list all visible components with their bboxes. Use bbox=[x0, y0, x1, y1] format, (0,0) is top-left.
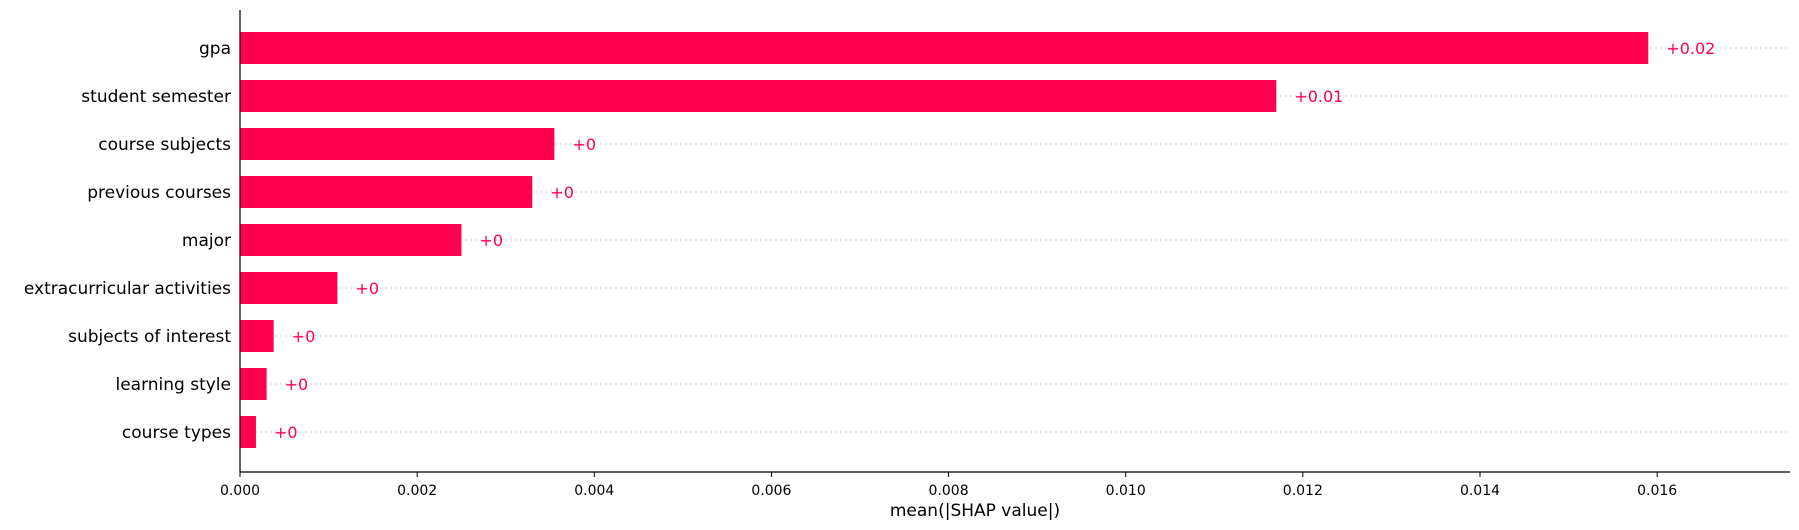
category-label: extracurricular activities bbox=[24, 279, 231, 299]
bar bbox=[240, 128, 555, 160]
category-label: gpa bbox=[199, 39, 231, 59]
bar bbox=[240, 176, 533, 208]
x-tick-label: 0.014 bbox=[1460, 483, 1500, 499]
bar bbox=[240, 224, 462, 256]
bar-value-label: +0 bbox=[479, 231, 503, 250]
bars bbox=[240, 32, 1649, 448]
bar bbox=[240, 416, 256, 448]
x-tick-label: 0.008 bbox=[929, 483, 969, 499]
bar bbox=[240, 80, 1277, 112]
x-tick-label: 0.000 bbox=[220, 483, 260, 499]
bar-value-label: +0 bbox=[274, 423, 298, 442]
bar-value-label: +0 bbox=[550, 183, 574, 202]
bar-value-label: +0 bbox=[355, 279, 379, 298]
bar bbox=[240, 272, 338, 304]
x-tick-label: 0.004 bbox=[574, 483, 614, 499]
category-label: course types bbox=[122, 423, 231, 443]
x-tick-label: 0.002 bbox=[397, 483, 437, 499]
category-label: learning style bbox=[115, 375, 231, 395]
bar-value-label: +0 bbox=[285, 375, 309, 394]
value-labels: +0.02 +0.01 +0 +0 +0 +0 +0 +0 +0 bbox=[274, 39, 1715, 442]
bar-value-label: +0 bbox=[572, 135, 596, 154]
x-tick-label: 0.016 bbox=[1637, 483, 1677, 499]
bar bbox=[240, 320, 274, 352]
x-tick-label: 0.010 bbox=[1106, 483, 1146, 499]
x-ticks: 0.000 0.002 0.004 0.006 0.008 0.010 0.012 0.014… bbox=[220, 472, 1677, 499]
category-label: course subjects bbox=[98, 135, 231, 155]
bar-value-label: +0.02 bbox=[1666, 39, 1715, 58]
category-label: student semester bbox=[81, 87, 231, 107]
bar bbox=[240, 32, 1649, 64]
x-tick-label: 0.006 bbox=[751, 483, 791, 499]
category-label: major bbox=[182, 231, 231, 251]
x-tick-label: 0.012 bbox=[1283, 483, 1323, 499]
bar-value-label: +0 bbox=[292, 327, 316, 346]
category-labels: gpa student semester course subjects previo… bbox=[24, 39, 231, 443]
bar bbox=[240, 368, 267, 400]
category-label: subjects of interest bbox=[68, 327, 231, 347]
bar-value-label: +0.01 bbox=[1294, 87, 1343, 106]
category-label: previous courses bbox=[87, 183, 231, 203]
x-axis-title: mean(|SHAP value|) bbox=[890, 501, 1060, 521]
